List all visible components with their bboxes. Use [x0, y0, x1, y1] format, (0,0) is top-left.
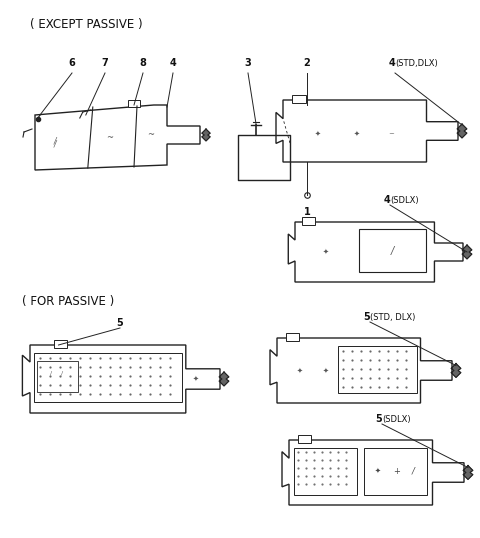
- Text: ✦: ✦: [354, 131, 360, 137]
- Bar: [338, 346, 417, 393]
- Bar: [53, 340, 67, 348]
- Polygon shape: [463, 465, 473, 479]
- Text: (STD,DLX): (STD,DLX): [395, 59, 438, 68]
- Text: 1: 1: [304, 207, 311, 217]
- Bar: [302, 217, 315, 225]
- Text: ✦: ✦: [297, 367, 303, 373]
- Text: 4: 4: [388, 58, 395, 68]
- Polygon shape: [219, 372, 229, 386]
- Bar: [128, 100, 140, 107]
- Bar: [37, 360, 78, 392]
- Text: 3: 3: [245, 58, 252, 68]
- Text: 7: 7: [102, 58, 108, 68]
- Polygon shape: [457, 124, 467, 138]
- Text: /: /: [60, 371, 63, 376]
- Text: ✦: ✦: [315, 131, 321, 137]
- Bar: [294, 448, 357, 494]
- Text: /: /: [412, 466, 415, 476]
- Text: ( FOR PASSIVE ): ( FOR PASSIVE ): [22, 295, 114, 308]
- Text: ( EXCEPT PASSIVE ): ( EXCEPT PASSIVE ): [30, 18, 143, 31]
- Text: /: /: [391, 246, 394, 256]
- Text: 4: 4: [169, 58, 176, 68]
- Text: (STD, DLX): (STD, DLX): [370, 313, 415, 322]
- Text: /: /: [53, 137, 56, 145]
- Polygon shape: [451, 364, 461, 378]
- Text: 5: 5: [117, 318, 123, 328]
- Text: (SDLX): (SDLX): [382, 415, 410, 424]
- Bar: [298, 435, 311, 443]
- Text: 8: 8: [140, 58, 146, 68]
- Text: /: /: [53, 139, 56, 148]
- Text: ✦: ✦: [375, 468, 381, 474]
- Text: ~: ~: [389, 131, 395, 137]
- Bar: [238, 135, 290, 180]
- Text: 6: 6: [69, 58, 75, 68]
- Text: ✦: ✦: [323, 367, 329, 373]
- Text: +: +: [394, 466, 400, 476]
- Text: (SDLX): (SDLX): [390, 196, 419, 205]
- Bar: [292, 95, 306, 103]
- Bar: [359, 229, 426, 272]
- Polygon shape: [462, 245, 472, 259]
- Bar: [364, 448, 427, 494]
- Text: ~: ~: [147, 131, 154, 139]
- Text: 5: 5: [375, 414, 382, 424]
- Bar: [34, 353, 182, 402]
- Text: 4: 4: [383, 195, 390, 205]
- Text: 5: 5: [363, 312, 370, 322]
- Text: ✦: ✦: [322, 249, 328, 255]
- Text: 2: 2: [304, 58, 311, 68]
- Text: ✦: ✦: [192, 376, 198, 382]
- Text: ~: ~: [106, 133, 113, 143]
- Bar: [286, 333, 299, 341]
- Text: /: /: [50, 371, 52, 376]
- Polygon shape: [202, 129, 210, 141]
